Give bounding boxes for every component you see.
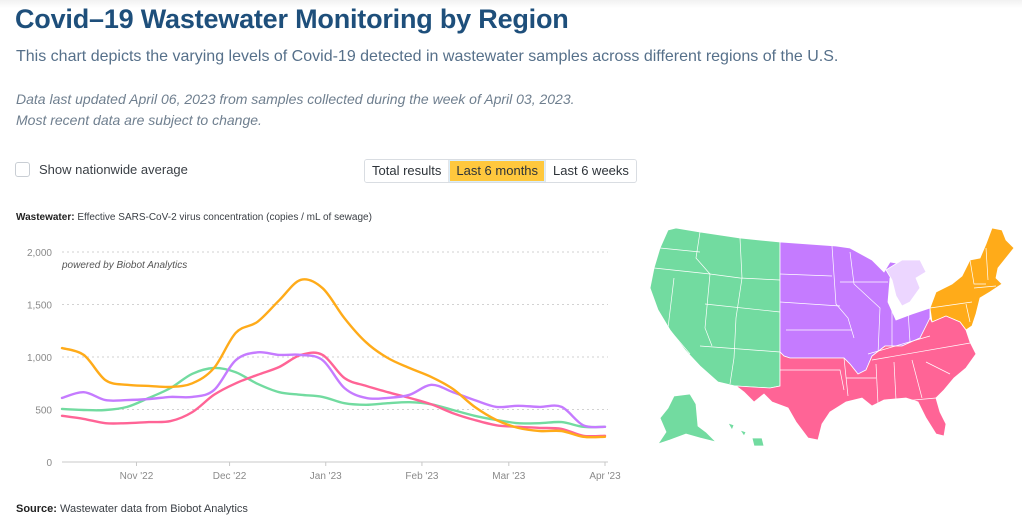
x-tick-label: Apr '23: [589, 471, 621, 482]
total-results-button[interactable]: Total results: [365, 160, 450, 182]
last-6-weeks-button[interactable]: Last 6 weeks: [546, 160, 636, 182]
source-label: Source:: [16, 503, 57, 515]
series-line-midwest[interactable]: [60, 350, 607, 429]
y-tick-label: 1,500: [27, 301, 52, 312]
nationwide-average-toggle[interactable]: Show nationwide average: [15, 162, 188, 177]
region-west-alaska[interactable]: [657, 393, 718, 445]
map-state-border: [849, 251, 881, 355]
wastewater-line-chart: 0 500 1,000 1,500 2,000 Nov '22 Dec '22 Jan '2…: [27, 248, 621, 482]
map-state-border: [779, 301, 841, 307]
chart-caption-label: Wastewater:: [16, 212, 75, 223]
update-date-text: Data last updated April 06, 2023 from sa…: [16, 91, 575, 107]
x-tick-label: Feb '23: [405, 471, 438, 482]
map-region-west[interactable]: [649, 227, 781, 447]
y-tick-label: 2,000: [27, 248, 52, 259]
x-tick-label: Nov '22: [120, 471, 154, 482]
map-state-border: [780, 369, 845, 391]
x-tick-label: Mar '23: [492, 471, 525, 482]
map-state-border: [875, 363, 879, 405]
page-subtitle: This chart depicts the varying levels of…: [16, 48, 839, 65]
gridlines: [62, 251, 608, 410]
last-6-months-button[interactable]: Last 6 months: [449, 160, 547, 182]
map-state-border: [969, 259, 986, 285]
y-tick-label: 0: [46, 458, 52, 469]
x-tick-label: Jan '23: [310, 471, 342, 482]
y-tick-label: 1,000: [27, 353, 52, 364]
chart-caption-text: Effective SARS-CoV-2 virus concentration…: [74, 212, 372, 223]
y-tick-label: 500: [35, 406, 52, 417]
map-state-border: [929, 301, 973, 309]
map-state-border: [659, 247, 701, 253]
source-note: Source: Wastewater data from Biobot Anal…: [16, 503, 248, 515]
region-west-hawaii[interactable]: [727, 422, 765, 447]
map-region-northeast[interactable]: [929, 227, 1015, 331]
map-state-border: [925, 361, 951, 375]
x-axis: Nov '22 Dec '22 Jan '23 Feb '23 Mar '23 Apr '…: [62, 461, 621, 482]
region-northeast-shape[interactable]: [929, 227, 1015, 331]
map-state-border: [699, 345, 781, 353]
map-region-midwest[interactable]: [779, 241, 931, 375]
nationwide-average-label: Show nationwide average: [39, 162, 188, 177]
top-shadow: [0, 0, 1022, 8]
map-state-border: [911, 359, 923, 399]
map-state-border: [653, 267, 781, 281]
map-state-border: [831, 245, 855, 339]
map-state-border: [729, 237, 743, 385]
page-title: Covid–19 Wastewater Monitoring by Region: [15, 4, 569, 34]
region-west-shape[interactable]: [649, 227, 781, 389]
map-state-border: [985, 247, 989, 281]
nationwide-average-checkbox[interactable]: [15, 162, 30, 177]
map-state-border: [891, 397, 937, 403]
series-line-west[interactable]: [60, 366, 607, 429]
map-region-south[interactable]: [734, 315, 977, 441]
map-state-border: [667, 277, 691, 355]
map-state-border: [695, 231, 713, 347]
x-tick-label: Dec '22: [213, 471, 247, 482]
map-state-border: [704, 303, 781, 313]
map-state-border: [867, 335, 931, 355]
map-state-border: [779, 273, 833, 277]
y-axis-ticks: 0 500 1,000 1,500 2,000: [27, 248, 52, 469]
series-lines: [60, 278, 607, 439]
source-text: Wastewater data from Biobot Analytics: [56, 503, 248, 515]
series-line-northeast[interactable]: [60, 278, 607, 439]
map-state-border: [907, 309, 911, 343]
region-midwest-michigan[interactable]: [885, 259, 927, 307]
us-region-map: [649, 227, 1015, 447]
map-state-border: [893, 361, 897, 401]
data-disclaimer: Most recent data are subject to change.: [16, 112, 262, 128]
update-notice: Data last updated April 06, 2023 from sa…: [16, 89, 575, 131]
map-state-border: [965, 303, 971, 323]
map-state-border: [871, 341, 977, 361]
powered-by-watermark: powered by Biobot Analytics: [61, 260, 187, 271]
map-state-border: [973, 285, 997, 289]
time-range-selector: Total results Last 6 months Last 6 weeks: [364, 159, 637, 183]
chart-caption: Wastewater: Effective SARS-CoV-2 virus c…: [16, 212, 372, 223]
map-state-border: [843, 357, 849, 397]
